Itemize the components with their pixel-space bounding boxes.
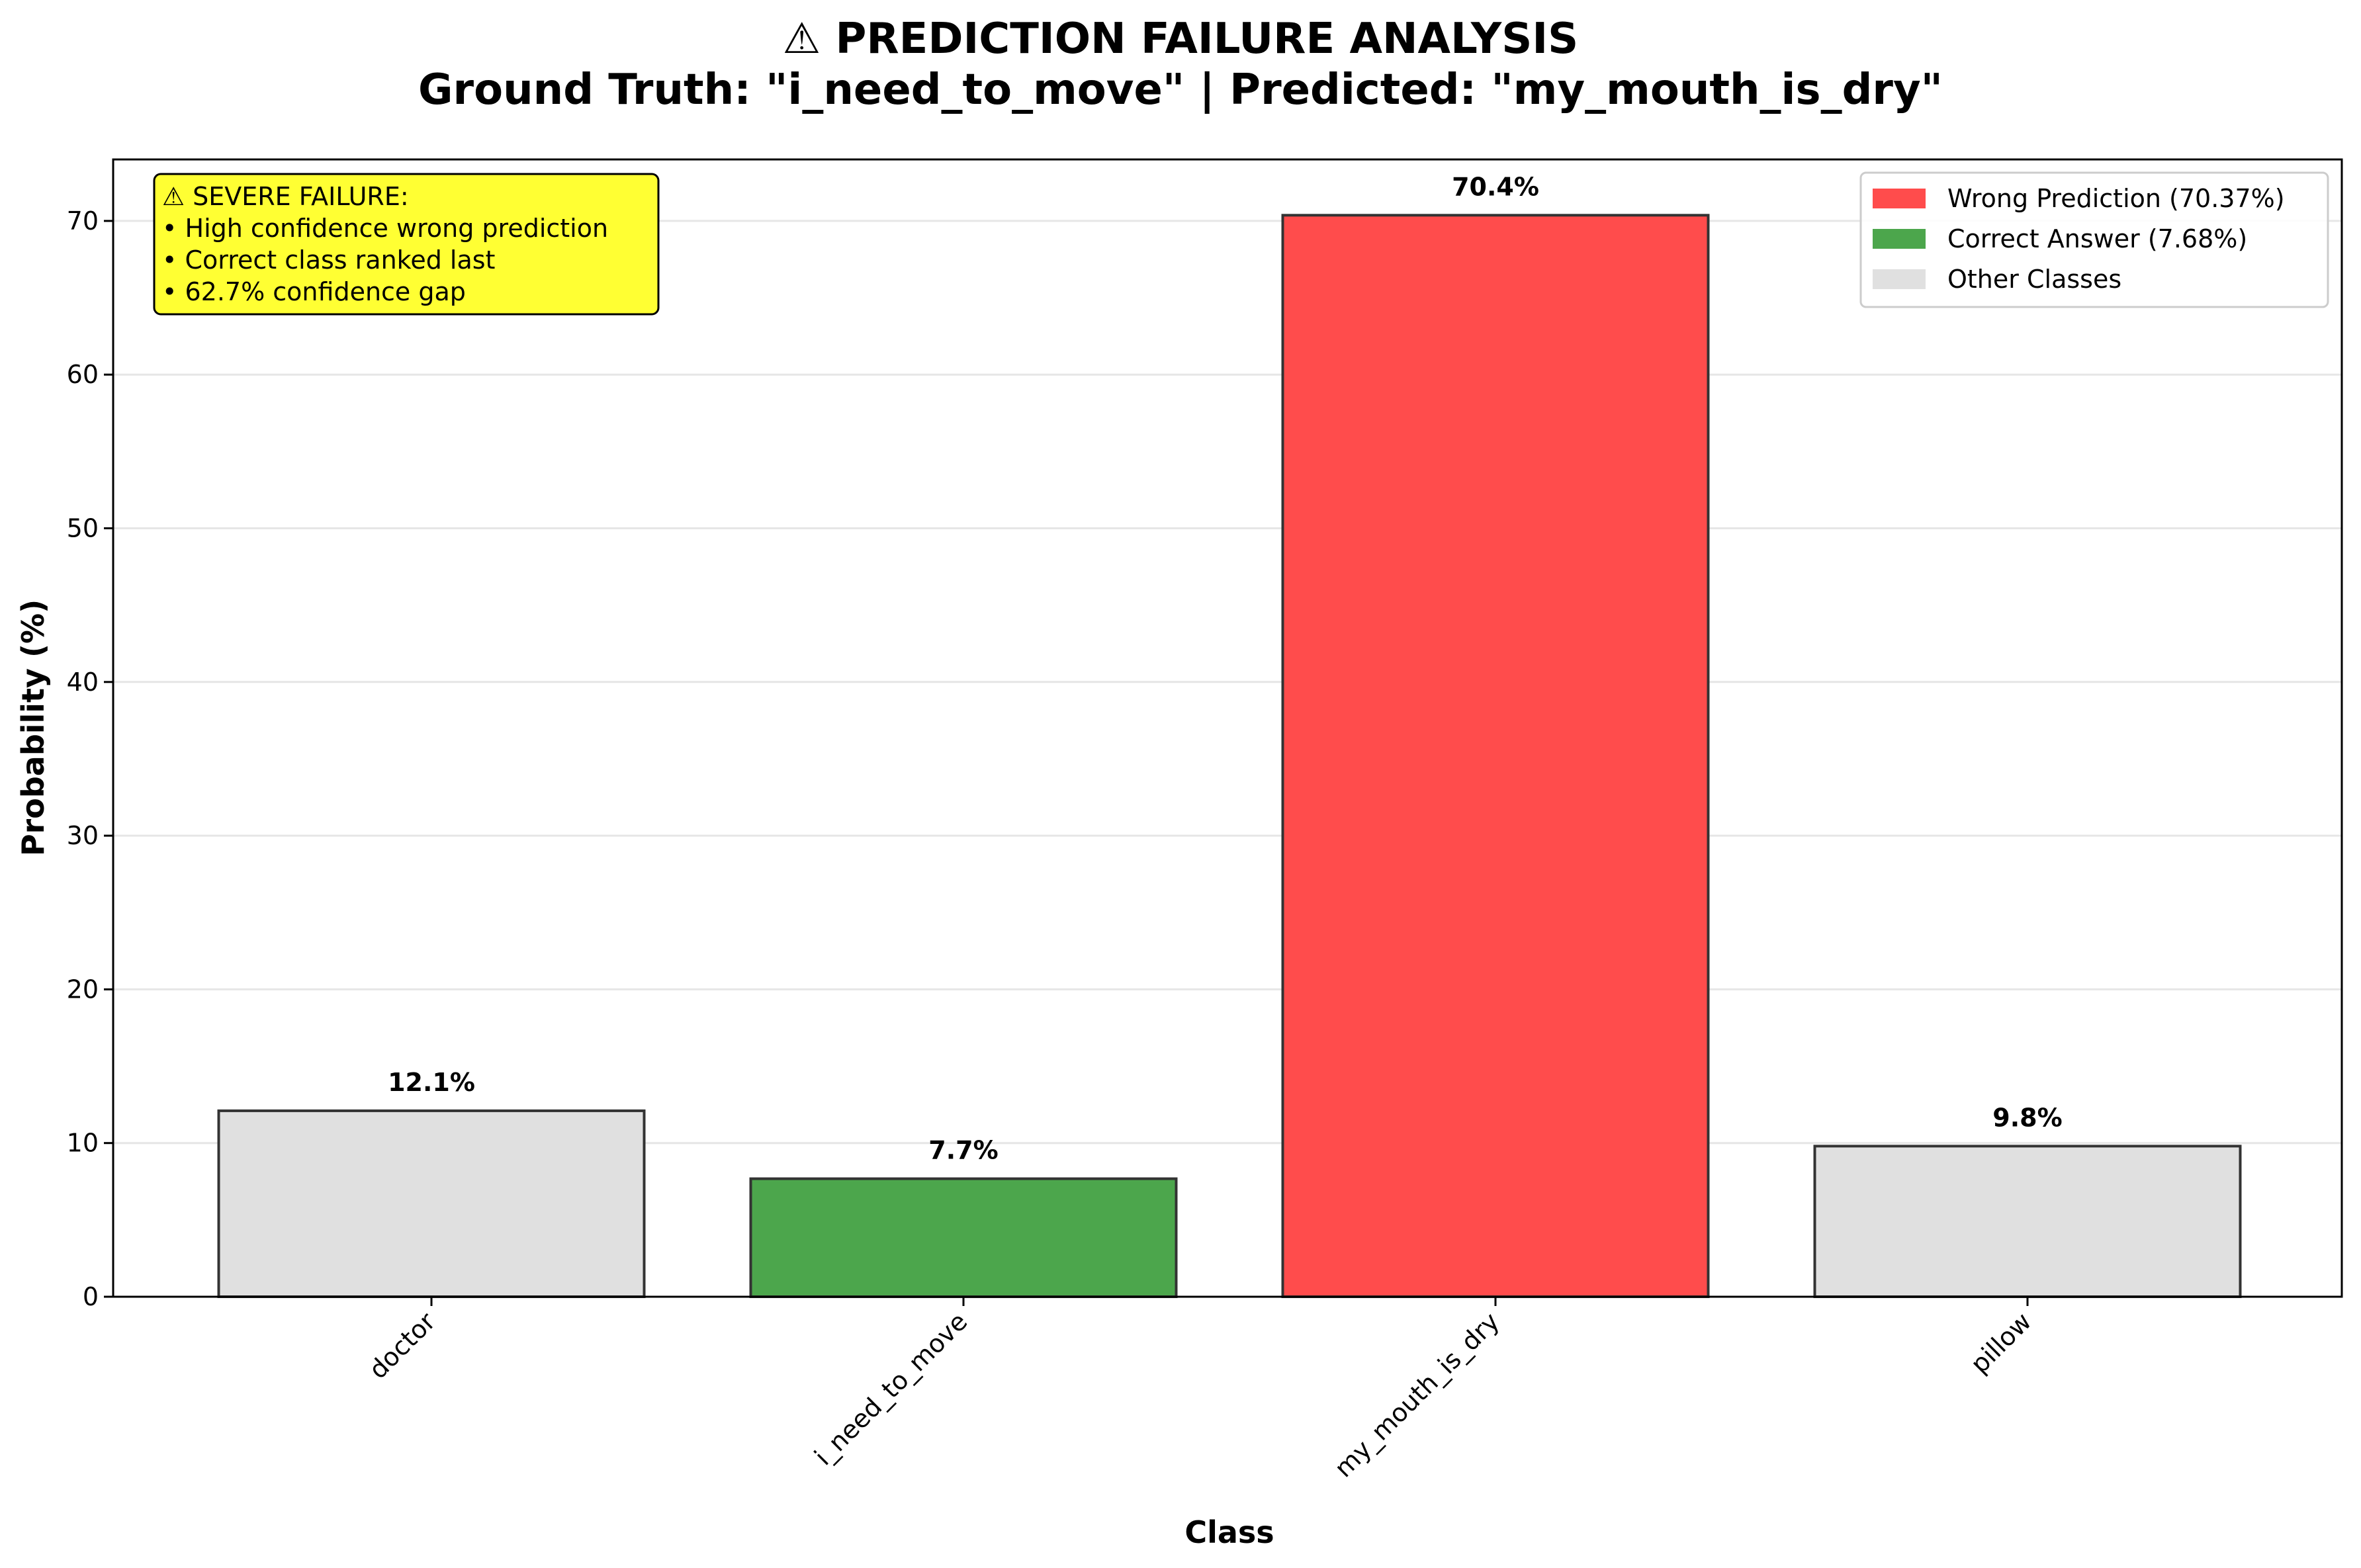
legend: Wrong Prediction (70.37%) Correct Answer… [1859, 171, 2329, 308]
annotation-line-4: • 62.7% confidence gap [162, 277, 466, 306]
annotation-line-2: • High confidence wrong prediction [162, 214, 608, 243]
failure-annotation-box: ⚠ SEVERE FAILURE: • High confidence wron… [153, 173, 660, 316]
annotation-line-1: ⚠ SEVERE FAILURE: [162, 182, 409, 211]
legend-label-wrong-prediction: Wrong Prediction (70.37%) [1947, 184, 2285, 213]
bar-pillow [1813, 1145, 2242, 1298]
y-tick-label-0: 0 [83, 1282, 99, 1311]
legend-label-other-classes: Other Classes [1947, 265, 2121, 294]
bar-value-label-i_need_to_move: 7.7% [928, 1136, 998, 1165]
bars [217, 214, 2242, 1299]
legend-label-correct-answer: Correct Answer (7.68%) [1947, 224, 2247, 253]
annotation-line-3: • Correct class ranked last [162, 245, 495, 275]
bar-value-labels: 12.1% 7.7% 70.4% 9.8% [388, 172, 2063, 1164]
chart-title-line2: Ground Truth: "i_need_to_move" | Predict… [418, 65, 1943, 114]
chart-title-line1: ⚠ PREDICTION FAILURE ANALYSIS [783, 15, 1578, 64]
bar-my_mouth_is_dry [1281, 214, 1710, 1298]
y-axis-label: Probability (%) [15, 599, 51, 856]
bar-doctor [217, 1109, 646, 1299]
legend-swatch-other-classes [1873, 269, 1926, 289]
y-axis-ticks: 0 10 20 30 40 50 60 70 [67, 206, 113, 1311]
bar-value-label-doctor: 12.1% [388, 1068, 475, 1097]
y-tick-label-60: 60 [67, 360, 99, 389]
y-tick-label-10: 10 [67, 1129, 99, 1158]
bar-value-label-my_mouth_is_dry: 70.4% [1452, 172, 1539, 201]
plot-frame [112, 158, 2343, 1298]
y-tick-label-50: 50 [67, 514, 99, 543]
legend-swatch-correct-answer [1873, 229, 1926, 249]
y-tick-label-30: 30 [67, 821, 99, 850]
bar-i_need_to_move [749, 1177, 1178, 1299]
bar-value-label-pillow: 9.8% [1992, 1103, 2062, 1132]
x-axis-label: Class [1184, 1514, 1274, 1550]
y-tick-label-40: 40 [67, 668, 99, 697]
y-tick-label-70: 70 [67, 206, 99, 236]
legend-box [1859, 171, 2329, 308]
annotation-background [153, 173, 660, 316]
y-tick-label-20: 20 [67, 975, 99, 1004]
legend-swatch-wrong-prediction [1873, 189, 1926, 208]
